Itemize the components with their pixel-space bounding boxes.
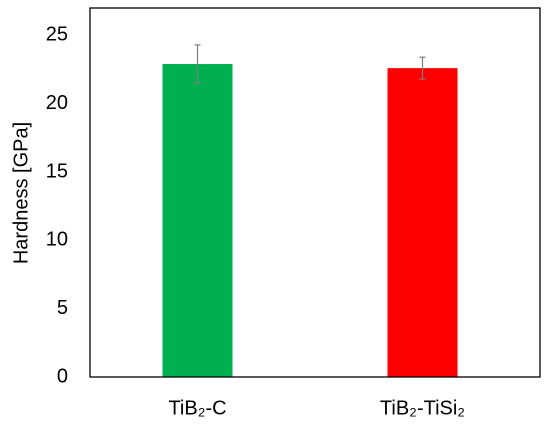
y-tick-label: 20 bbox=[46, 92, 68, 114]
y-tick-label: 15 bbox=[46, 160, 68, 182]
x-tick-label: TiB₂-TiSi₂ bbox=[380, 397, 465, 419]
y-axis-label: Hardness [GPa] bbox=[10, 122, 32, 264]
plot-frame bbox=[89, 7, 541, 378]
y-tick-label: 25 bbox=[46, 24, 68, 46]
error-bar bbox=[194, 44, 201, 84]
bar bbox=[387, 68, 458, 377]
bar bbox=[162, 64, 233, 378]
y-tick-label: 5 bbox=[57, 297, 68, 319]
error-bar bbox=[419, 56, 426, 80]
y-tick-label: 10 bbox=[46, 229, 68, 251]
x-tick-label: TiB₂-C bbox=[168, 397, 226, 419]
y-tick-label: 0 bbox=[57, 365, 68, 387]
